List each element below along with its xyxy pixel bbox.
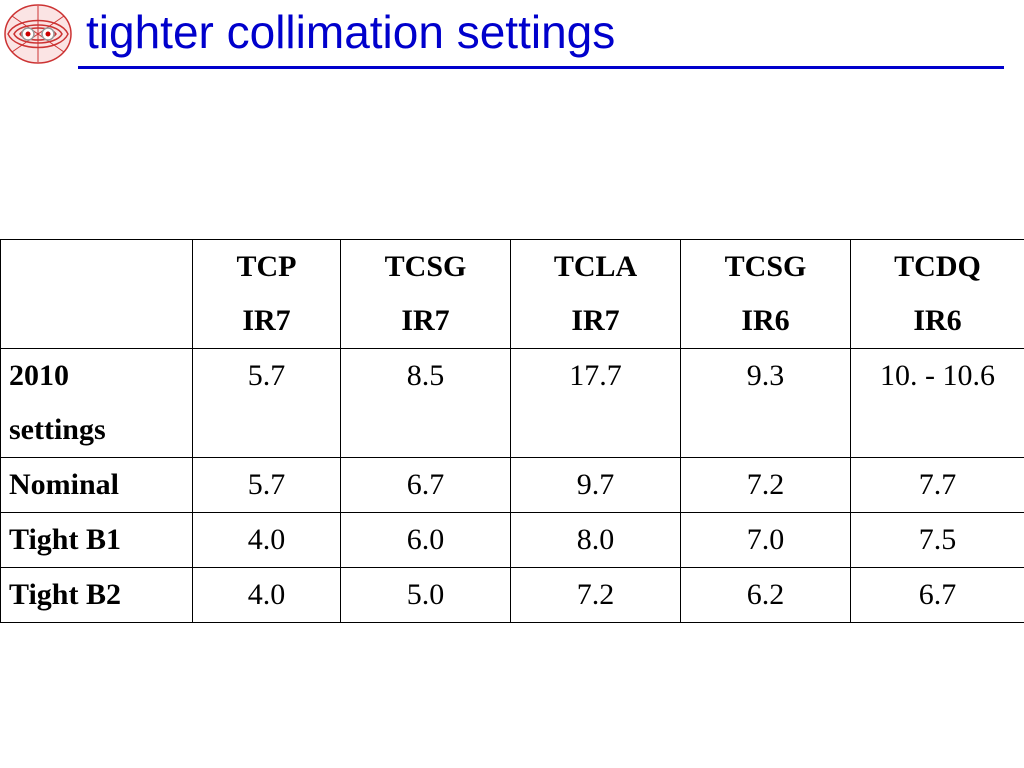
table-cell: 7.2 xyxy=(680,457,851,513)
table-cell: 4.0 xyxy=(192,512,341,568)
table-cell: 7.7 xyxy=(850,457,1024,513)
table-cell: 7.0 xyxy=(680,512,851,568)
table-cell: 8.5 xyxy=(340,348,511,458)
table-row: 2010 settings 5.7 8.5 17.7 9.3 10. - 10.… xyxy=(0,348,1024,458)
slide-title: tighter collimation settings xyxy=(86,6,616,58)
column-header: TCSG IR6 xyxy=(680,239,851,349)
table-cell: 5.0 xyxy=(340,567,511,623)
table-cell: 7.2 xyxy=(510,567,681,623)
table-cell: 17.7 xyxy=(510,348,681,458)
title-underline xyxy=(78,66,1004,69)
row-label: 2010 settings xyxy=(0,348,193,458)
column-header: TCSG IR7 xyxy=(340,239,511,349)
row-label: Tight B1 xyxy=(0,512,193,568)
row-label: Tight B2 xyxy=(0,567,193,623)
table-cell: 7.5 xyxy=(850,512,1024,568)
table-cell: 5.7 xyxy=(192,457,341,513)
column-header: TCDQ IR6 xyxy=(850,239,1024,349)
table-cell: 6.7 xyxy=(340,457,511,513)
table-header-row: TCP IR7 TCSG IR7 TCLA IR7 TCSG IR6 TCDQ … xyxy=(0,239,1024,349)
column-header: TCP IR7 xyxy=(192,239,341,349)
table-row: Nominal 5.7 6.7 9.7 7.2 7.7 xyxy=(0,457,1024,513)
table-cell: 8.0 xyxy=(510,512,681,568)
table-row: Tight B2 4.0 5.0 7.2 6.2 6.7 xyxy=(0,567,1024,623)
header-corner-cell xyxy=(0,239,193,349)
table-cell: 4.0 xyxy=(192,567,341,623)
table-cell: 9.3 xyxy=(680,348,851,458)
table-cell: 6.0 xyxy=(340,512,511,568)
row-label: Nominal xyxy=(0,457,193,513)
table-cell: 10. - 10.6 xyxy=(850,348,1024,458)
lhc-beam-logo-icon xyxy=(2,2,74,66)
table-cell: 5.7 xyxy=(192,348,341,458)
table-row: Tight B1 4.0 6.0 8.0 7.0 7.5 xyxy=(0,512,1024,568)
column-header: TCLA IR7 xyxy=(510,239,681,349)
collimation-settings-table: TCP IR7 TCSG IR7 TCLA IR7 TCSG IR6 TCDQ … xyxy=(0,239,1024,623)
table-cell: 6.7 xyxy=(850,567,1024,623)
table-cell: 9.7 xyxy=(510,457,681,513)
table-cell: 6.2 xyxy=(680,567,851,623)
